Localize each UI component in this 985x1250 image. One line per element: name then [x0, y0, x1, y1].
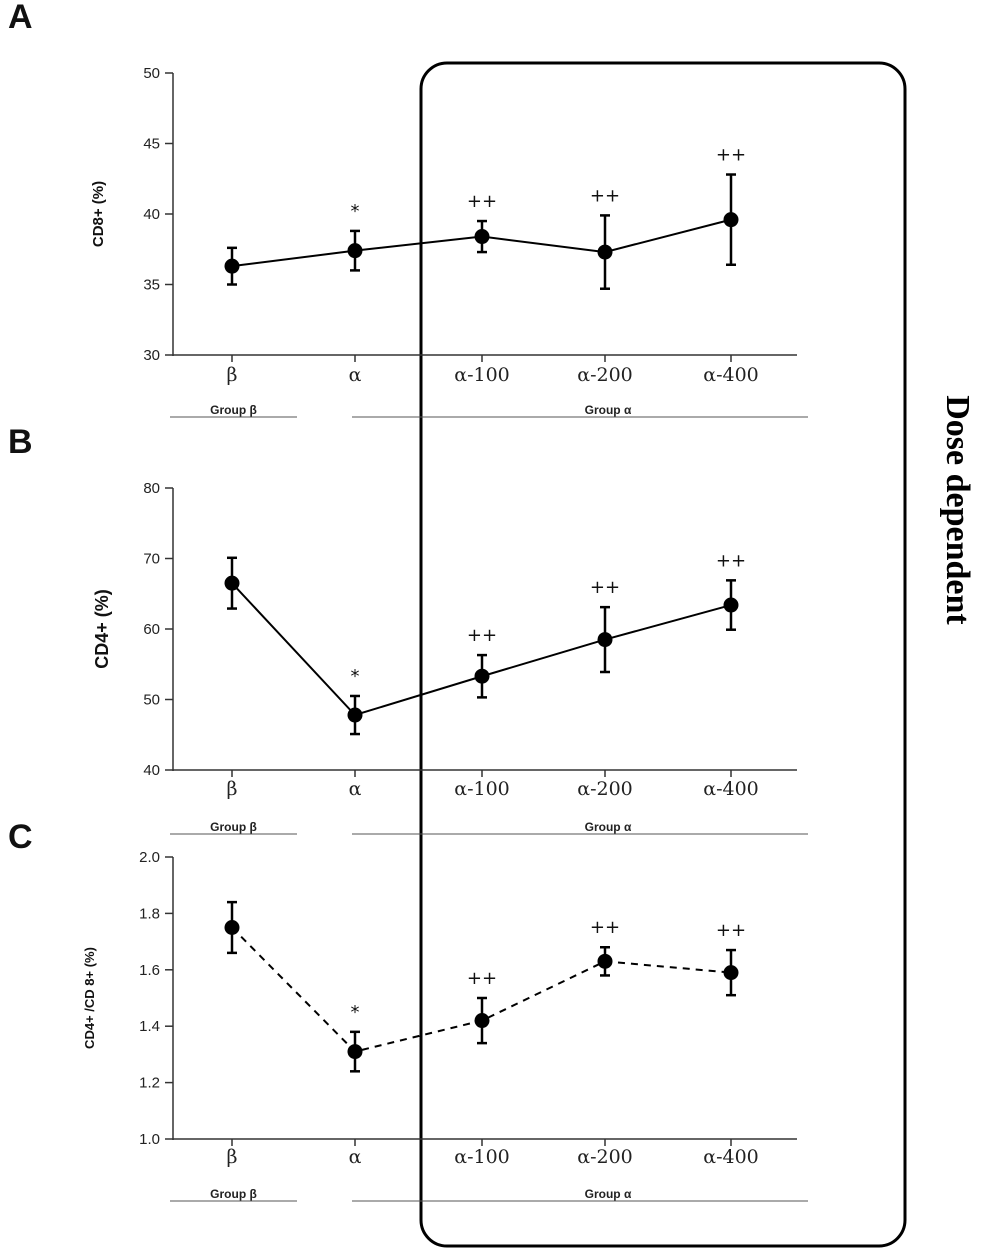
- y-tick-label: 1.2: [139, 1075, 160, 1092]
- significance-marker: ++: [716, 550, 746, 571]
- significance-marker: ++: [590, 917, 620, 938]
- significance-marker: ++: [716, 920, 746, 941]
- significance-marker: ++: [590, 185, 620, 206]
- data-point: [597, 953, 613, 969]
- significance-marker: *: [351, 1002, 360, 1023]
- data-point: [723, 597, 739, 613]
- significance-marker: *: [351, 666, 360, 687]
- y-tick-label: 35: [143, 277, 160, 294]
- significance-marker: ++: [467, 625, 497, 646]
- panel-c-chart: C CD4+ /CD 8+ (%) 1.0 1.2 1.4 1.6 1.8 2.0 β α α-10…: [8, 818, 808, 1202]
- x-tick-label: α-200: [577, 778, 633, 800]
- y-tick-label: 40: [143, 762, 160, 779]
- group-alpha-label: Group α: [585, 820, 632, 834]
- data-point: [347, 243, 363, 259]
- y-tick-label: 1.0: [139, 1131, 160, 1148]
- y-tick-label: 1.4: [139, 1018, 160, 1035]
- x-tick-label: α-400: [703, 778, 759, 800]
- y-tick-label: 70: [143, 551, 160, 568]
- x-tick-label: α-100: [454, 1146, 510, 1168]
- data-point: [224, 258, 240, 274]
- x-tick-label: α: [349, 364, 362, 386]
- x-tick-label: α-400: [703, 364, 759, 386]
- significance-marker: ++: [467, 968, 497, 989]
- group-beta-label-bg: [199, 820, 268, 833]
- data-point: [597, 244, 613, 260]
- panel-letter: A: [8, 0, 33, 36]
- data-point: [347, 1044, 363, 1060]
- significance-marker: ++: [467, 191, 497, 212]
- y-axis-label: CD8+ (%): [90, 181, 107, 247]
- dose-dependent-frame: [419, 61, 907, 1248]
- data-point: [597, 632, 613, 648]
- y-tick-label: 1.8: [139, 905, 160, 922]
- panel-b-chart: B CD4+ (%) 40 50 60 70 80 β α α-100 α-200 α-400 Grou…: [8, 423, 808, 835]
- data-point: [224, 920, 240, 935]
- group-alpha-label-bg: [570, 820, 646, 833]
- panel-letter: C: [8, 818, 33, 856]
- group-beta-label: Group β: [210, 820, 257, 834]
- group-beta-label-bg: [199, 1187, 268, 1200]
- y-tick-label: 30: [143, 347, 160, 364]
- y-axis-label: CD4+ (%): [92, 589, 112, 669]
- y-tick-label: 80: [143, 480, 160, 497]
- x-tick-label: β: [227, 1146, 238, 1168]
- x-tick-label: α-100: [454, 364, 510, 386]
- y-tick-label: 60: [143, 621, 160, 638]
- y-tick-label: 2.0: [139, 849, 160, 866]
- group-beta-label-bg: [199, 403, 268, 416]
- data-point: [723, 212, 739, 228]
- significance-marker: *: [351, 201, 360, 222]
- y-tick-label: 1.6: [139, 962, 160, 979]
- data-point: [347, 707, 363, 723]
- x-tick-label: α-200: [577, 1146, 633, 1168]
- x-tick-label: α-200: [577, 364, 633, 386]
- data-point: [474, 1013, 490, 1029]
- panel-a-chart: A CD8+ (%) 30 35 40 45 50 β α α-100 α-200 α-400 Grou…: [8, 0, 808, 418]
- group-beta-label: Group β: [210, 1187, 257, 1201]
- x-tick-label: α: [349, 1146, 362, 1168]
- dose-dependent-label: Dose dependent: [939, 395, 976, 625]
- data-point: [474, 229, 490, 245]
- x-tick-label: β: [227, 778, 238, 800]
- group-alpha-label: Group α: [585, 403, 632, 417]
- data-point: [224, 575, 240, 591]
- data-point: [474, 668, 490, 684]
- significance-marker: ++: [590, 577, 620, 598]
- group-alpha-label-bg: [570, 403, 646, 416]
- group-beta-label: Group β: [210, 403, 257, 417]
- group-alpha-label: Group α: [585, 1187, 632, 1201]
- significance-marker: ++: [716, 145, 746, 166]
- y-tick-label: 40: [143, 206, 160, 223]
- x-tick-label: α-100: [454, 778, 510, 800]
- x-tick-label: α: [349, 778, 362, 800]
- panel-letter: B: [8, 423, 33, 461]
- y-tick-label: 45: [143, 136, 160, 153]
- x-tick-label: α-400: [703, 1146, 759, 1168]
- y-tick-label: 50: [143, 65, 160, 82]
- y-tick-label: 50: [143, 692, 160, 709]
- x-tick-label: β: [227, 364, 238, 386]
- group-alpha-label-bg: [570, 1187, 646, 1200]
- y-axis-label: CD4+ /CD 8+ (%): [82, 947, 97, 1049]
- data-point: [723, 965, 739, 981]
